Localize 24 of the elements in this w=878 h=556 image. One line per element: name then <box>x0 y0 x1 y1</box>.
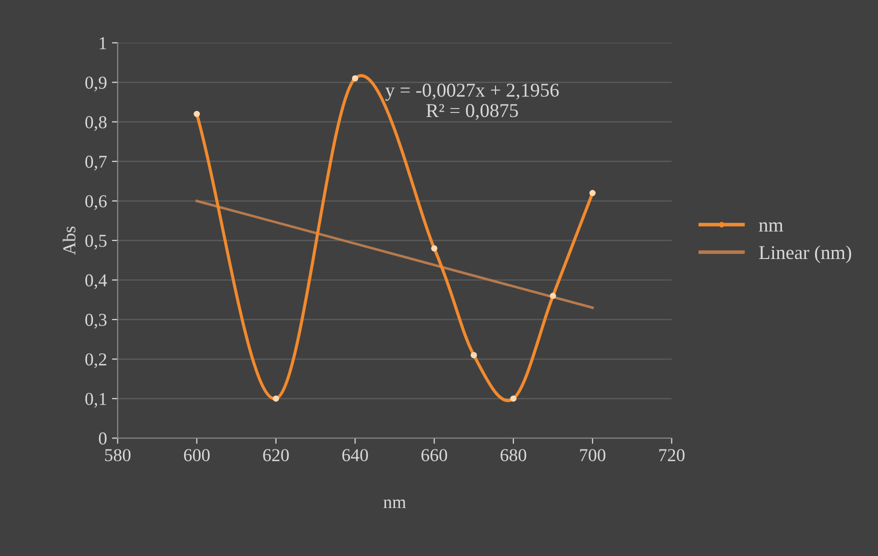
x-tick-label: 680 <box>500 449 526 462</box>
y-tick-label: 0 <box>98 432 107 445</box>
y-tick-label: 0,7 <box>85 156 107 170</box>
x-tick-label: 720 <box>659 449 685 462</box>
legend-label: nm <box>759 222 784 232</box>
y-tick-label: 0,6 <box>85 195 107 210</box>
x-tick-label: 660 <box>421 449 448 462</box>
y-tick-label: 0,8 <box>85 116 107 131</box>
legend-label: Linear (nm) <box>759 245 852 264</box>
y-tick-label: 1 <box>100 37 106 50</box>
annotation: y = -0,0027x + 2,1956 R² = 0,0875 <box>385 84 559 120</box>
x-tick-label: 620 <box>263 449 289 462</box>
y-tick-label: 0,2 <box>85 353 106 368</box>
y-tick-label: 0,5 <box>85 234 107 250</box>
y-tick-label: 0,1 <box>85 392 106 408</box>
y-axis-title: Abs <box>62 226 76 255</box>
y-tick-label: 0,9 <box>85 76 106 92</box>
x-tick-label: 580 <box>105 449 131 462</box>
x-tick-label: 600 <box>184 449 210 462</box>
y-tick-label: 0,4 <box>85 274 107 290</box>
y-tick-label: 0,3 <box>85 314 107 329</box>
x-tick-label: 700 <box>580 449 606 462</box>
x-axis-title: nm <box>384 499 406 508</box>
x-tick-label: 640 <box>342 449 368 462</box>
